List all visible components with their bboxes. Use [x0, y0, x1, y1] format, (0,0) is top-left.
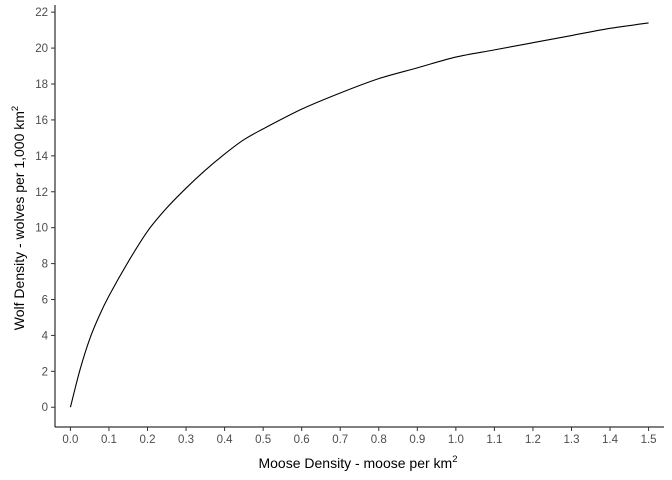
y-tick-label: 12 — [35, 187, 48, 199]
y-tick-label: 2 — [42, 366, 48, 378]
x-tick-label: 0.2 — [140, 434, 156, 446]
x-tick-label: 1.2 — [525, 434, 541, 446]
x-tick-label: 1.0 — [448, 434, 464, 446]
y-tick-label: 4 — [42, 330, 49, 342]
x-tick-label: 0.0 — [62, 434, 78, 446]
x-tick-label: 0.4 — [217, 434, 234, 446]
y-axis-title-superscript: 2 — [10, 106, 21, 111]
y-tick-label: 22 — [35, 7, 48, 19]
y-tick-label: 10 — [35, 223, 48, 235]
y-tick-label: 14 — [35, 151, 48, 163]
y-tick-label: 18 — [35, 79, 48, 91]
y-tick-label: 6 — [42, 295, 48, 307]
x-tick-label: 0.8 — [371, 434, 387, 446]
axes — [54, 5, 664, 428]
y-axis-title: Wolf Density - wolves per 1,000 km2 — [10, 106, 27, 330]
x-tick-label: 1.5 — [641, 434, 657, 446]
series — [69, 22, 649, 408]
y-tick-label: 8 — [42, 259, 48, 271]
y-axis-title-text: Wolf Density - wolves per 1,000 km — [11, 111, 27, 330]
x-tick-label: 1.1 — [486, 434, 502, 446]
series-line — [69, 22, 649, 408]
x-axis-title-text: Moose Density - moose per km — [258, 455, 452, 471]
x-axis-title-superscript: 2 — [452, 454, 457, 465]
y-tick-label: 16 — [35, 115, 48, 127]
x-tick-label: 0.7 — [332, 434, 348, 446]
x-tick-label: 0.9 — [409, 434, 425, 446]
x-axis-title: Moose Density - moose per km2 — [258, 454, 457, 471]
ticks: 0.0 0.1 0.2 0.3 0.4 0.5 0.6 0.7 0.8 0.9 1.0 1.1 1.2 1… — [35, 7, 656, 446]
x-tick-label: 1.4 — [602, 434, 619, 446]
y-tick-label: 0 — [42, 402, 48, 414]
x-tick-label: 0.5 — [255, 434, 271, 446]
x-tick-label: 0.6 — [294, 434, 310, 446]
x-tick-label: 0.1 — [101, 434, 117, 446]
x-tick-label: 1.3 — [563, 434, 579, 446]
x-tick-label: 0.3 — [178, 434, 194, 446]
y-tick-label: 20 — [35, 43, 48, 55]
